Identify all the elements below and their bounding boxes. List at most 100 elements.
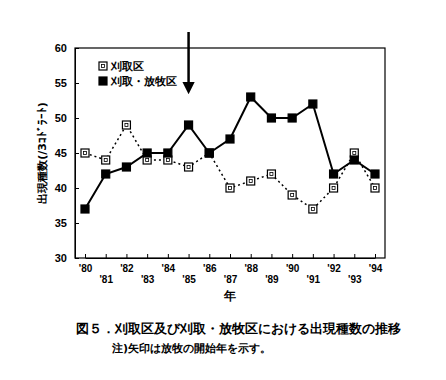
y-tick: 60 xyxy=(55,42,79,54)
x-tick-mark xyxy=(292,254,293,258)
x-tick-mark xyxy=(168,254,169,258)
y-tick-mark xyxy=(75,83,79,84)
x-tick: '91 xyxy=(307,254,321,285)
marker-inner xyxy=(374,187,377,190)
y-tick: 35 xyxy=(55,217,79,229)
point xyxy=(267,170,275,178)
legend-label: 刈取区 xyxy=(110,60,144,73)
marker-inner xyxy=(291,194,294,197)
x-tick-mark xyxy=(147,254,148,258)
series-markers xyxy=(81,121,379,213)
point xyxy=(350,156,358,164)
x-tick-label: '84 xyxy=(162,263,176,274)
x-tick-label: '93 xyxy=(348,274,362,285)
x-tick-mark xyxy=(313,254,314,258)
x-tick: '81 xyxy=(99,254,113,285)
y-tick-mark xyxy=(75,153,79,154)
x-tick-label: '92 xyxy=(327,263,341,274)
x-tick: '94 xyxy=(369,254,383,274)
x-tick: '92 xyxy=(327,254,341,274)
x-tick-mark xyxy=(230,254,231,258)
y-tick-mark xyxy=(75,258,79,259)
y-tick-label: 60 xyxy=(55,42,67,54)
x-tick-label: '83 xyxy=(141,274,155,285)
x-axis-line xyxy=(86,258,376,259)
x-tick-mark xyxy=(209,254,210,258)
x-tick-mark xyxy=(375,254,376,258)
marker-inner xyxy=(104,159,107,162)
plot-frame xyxy=(75,48,385,258)
point xyxy=(371,170,379,178)
point xyxy=(247,177,255,185)
x-tick-mark xyxy=(334,254,335,258)
x-tick: '85 xyxy=(182,254,196,285)
x-tick-mark xyxy=(251,254,252,258)
series-markers xyxy=(81,93,379,213)
y-tick-mark xyxy=(75,48,79,49)
x-tick-label: '88 xyxy=(244,263,258,274)
x-tick: '86 xyxy=(203,254,217,274)
note: 注)矢印は放牧の開始年を示す。 xyxy=(111,342,271,355)
x-tick-mark xyxy=(354,254,355,258)
marker-inner xyxy=(249,180,252,183)
title: 図５．刈取区及び刈取・放牧区における出現種数の推移 xyxy=(76,321,401,336)
legend-marker xyxy=(99,62,107,70)
marker-inner xyxy=(353,152,356,155)
x-tick: '80 xyxy=(79,254,93,274)
x-tick-label: '87 xyxy=(224,274,238,285)
x-axis-title: 年 xyxy=(223,289,236,303)
legend-label: 刈取・放牧区 xyxy=(110,75,177,88)
point xyxy=(371,184,379,192)
point xyxy=(122,121,130,129)
x-tick-label: '80 xyxy=(79,263,93,274)
point xyxy=(205,149,213,157)
y-tick: 30 xyxy=(55,252,79,264)
point xyxy=(81,205,89,213)
x-tick-mark xyxy=(189,254,190,258)
legend-marker xyxy=(99,77,107,85)
point xyxy=(226,184,234,192)
point xyxy=(309,205,317,213)
x-tick: '84 xyxy=(162,254,176,274)
marker-inner xyxy=(146,159,149,162)
marker-inner xyxy=(270,173,273,176)
x-tick-label: '91 xyxy=(307,274,321,285)
plot-area xyxy=(81,93,379,213)
marker-inner xyxy=(166,159,169,162)
y-tick-label: 40 xyxy=(55,182,67,194)
marker-inner xyxy=(102,65,105,68)
x-tick-mark xyxy=(126,254,127,258)
y-tick: 45 xyxy=(55,147,79,159)
x-tick: '89 xyxy=(265,254,279,285)
x-tick-mark xyxy=(85,254,86,258)
x-tick-label: '85 xyxy=(182,274,196,285)
x-tick: '88 xyxy=(244,254,258,274)
point xyxy=(102,156,110,164)
x-tick-label: '89 xyxy=(265,274,279,285)
y-tick-mark xyxy=(75,188,79,189)
marker-inner xyxy=(125,124,128,127)
point xyxy=(330,184,338,192)
point xyxy=(247,93,255,101)
point xyxy=(309,100,317,108)
y-tick-label: 55 xyxy=(55,77,67,89)
legend: 刈取区刈取・放牧区 xyxy=(99,60,177,88)
y-tick-label: 30 xyxy=(55,252,67,264)
point xyxy=(288,191,296,199)
point xyxy=(164,149,172,157)
y-tick-label: 45 xyxy=(55,147,67,159)
x-tick: '83 xyxy=(141,254,155,285)
marker-inner xyxy=(332,187,335,190)
point xyxy=(226,135,234,143)
x-tick: '90 xyxy=(286,254,300,274)
y-tick-mark xyxy=(75,223,79,224)
marker-inner xyxy=(311,208,314,211)
point xyxy=(185,163,193,171)
point xyxy=(185,121,193,129)
x-tick-label: '81 xyxy=(99,274,113,285)
x-tick-label: '90 xyxy=(286,263,300,274)
y-axis: 30 35 40 45 50 55 60 xyxy=(55,42,79,264)
y-tick: 50 xyxy=(55,112,79,124)
y-tick: 55 xyxy=(55,77,79,89)
y-tick-label: 50 xyxy=(55,112,67,124)
